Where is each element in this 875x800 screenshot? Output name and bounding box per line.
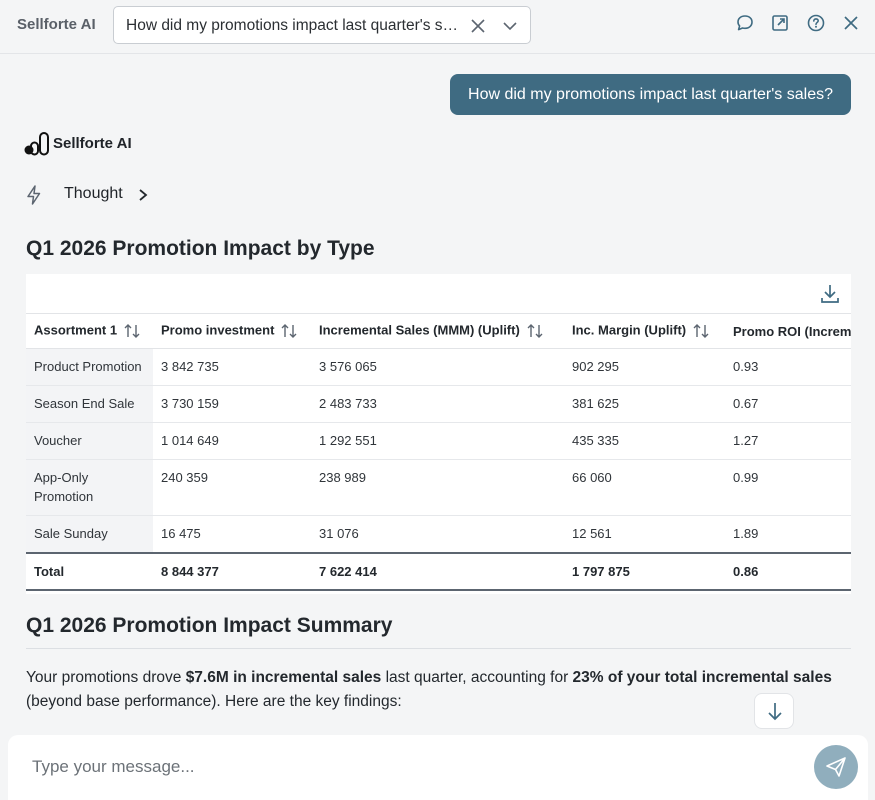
- sort-icon[interactable]: [526, 322, 544, 340]
- column-header-promo-investment[interactable]: Promo investment: [153, 313, 311, 349]
- sort-icon[interactable]: [692, 322, 710, 340]
- cell-promo-investment: 240 359: [153, 459, 311, 516]
- cell-promo-roi: 1.89: [725, 515, 851, 554]
- cell-assortment: Product Promotion: [26, 348, 153, 386]
- cell-inc-margin: 902 295: [564, 348, 725, 386]
- cell-assortment: Sale Sunday: [26, 515, 153, 554]
- table-row: Season End Sale 3 730 159 2 483 733 381 …: [26, 385, 851, 423]
- user-message-bubble: How did my promotions impact last quarte…: [450, 74, 851, 115]
- cell-inc-margin: 381 625: [564, 385, 725, 423]
- section-divider: [26, 648, 851, 649]
- top-bar: Sellforte AI How did my promotions impac…: [0, 0, 875, 54]
- ai-name: Sellforte AI: [53, 135, 132, 152]
- chevron-right-icon: [139, 189, 148, 201]
- cell-incremental-sales: 3 576 065: [311, 348, 564, 386]
- cell-incremental-sales: 238 989: [311, 459, 564, 516]
- cell-inc-margin: 12 561: [564, 515, 725, 554]
- sort-icon[interactable]: [123, 322, 141, 340]
- cell-promo-investment: 3 730 159: [153, 385, 311, 423]
- cell-promo-investment: 3 842 735: [153, 348, 311, 386]
- sort-icon[interactable]: [280, 322, 298, 340]
- conversation-select-value: How did my promotions impact last quarte…: [126, 17, 462, 34]
- message-input[interactable]: [18, 749, 798, 785]
- close-icon[interactable]: [468, 16, 488, 36]
- send-icon: [826, 757, 846, 777]
- table-section-title: Q1 2026 Promotion Impact by Type: [26, 237, 375, 260]
- total-inc-margin: 1 797 875: [564, 552, 725, 591]
- summary-paragraph: Your promotions drove $7.6M in increment…: [26, 669, 832, 710]
- cell-promo-roi: 0.99: [725, 459, 851, 516]
- lightning-icon: [27, 185, 41, 205]
- cell-inc-margin: 66 060: [564, 459, 725, 516]
- cell-assortment: Season End Sale: [26, 385, 153, 423]
- close-window-icon[interactable]: [840, 12, 862, 34]
- thought-label: Thought: [64, 185, 123, 202]
- column-header-promo-roi[interactable]: Promo ROI (Incremental: [725, 313, 851, 349]
- scroll-to-bottom-button[interactable]: [754, 693, 794, 729]
- table-header-row: Assortment 1 Promo investment Incrementa…: [26, 313, 851, 349]
- table-row: Sale Sunday 16 475 31 076 12 561 1.89: [26, 515, 851, 554]
- conversation-select[interactable]: How did my promotions impact last quarte…: [113, 6, 531, 44]
- total-promo-investment: 8 844 377: [153, 552, 311, 591]
- total-incremental-sales: 7 622 414: [311, 552, 564, 591]
- cell-incremental-sales: 1 292 551: [311, 422, 564, 460]
- promotion-impact-table: Assortment 1 Promo investment Incrementa…: [26, 313, 851, 591]
- download-icon[interactable]: [819, 282, 841, 306]
- cell-incremental-sales: 2 483 733: [311, 385, 564, 423]
- total-label: Total: [26, 552, 153, 591]
- send-button[interactable]: [814, 745, 858, 789]
- table-row: Voucher 1 014 649 1 292 551 435 335 1.27: [26, 422, 851, 460]
- expand-icon[interactable]: [769, 12, 791, 34]
- cell-promo-investment: 1 014 649: [153, 422, 311, 460]
- app-title: Sellforte AI: [17, 16, 96, 33]
- sellforte-logo-icon: [24, 132, 49, 156]
- help-icon[interactable]: [805, 12, 827, 34]
- cell-promo-investment: 16 475: [153, 515, 311, 554]
- arrow-down-icon: [768, 703, 782, 721]
- cell-inc-margin: 435 335: [564, 422, 725, 460]
- cell-promo-roi: 1.27: [725, 422, 851, 460]
- table-row: Product Promotion 3 842 735 3 576 065 90…: [26, 348, 851, 386]
- cell-promo-roi: 0.67: [725, 385, 851, 423]
- summary-section-title: Q1 2026 Promotion Impact Summary: [26, 614, 393, 637]
- message-composer: [8, 735, 868, 800]
- column-header-incremental-sales[interactable]: Incremental Sales (MMM) (Uplift): [311, 313, 564, 349]
- promotion-impact-table-card: Assortment 1 Promo investment Incrementa…: [26, 274, 851, 594]
- chevron-down-icon[interactable]: [500, 16, 520, 36]
- cell-assortment: App-Only Promotion: [26, 459, 153, 516]
- table-row: App-Only Promotion 240 359 238 989 66 06…: [26, 459, 851, 516]
- cell-assortment: Voucher: [26, 422, 153, 460]
- cell-promo-roi: 0.93: [725, 348, 851, 386]
- table-total-row: Total 8 844 377 7 622 414 1 797 875 0.86: [26, 552, 851, 591]
- chat-icon[interactable]: [734, 12, 756, 34]
- column-header-assortment[interactable]: Assortment 1: [26, 313, 153, 349]
- column-header-inc-margin[interactable]: Inc. Margin (Uplift): [564, 313, 725, 349]
- total-promo-roi: 0.86: [725, 552, 851, 591]
- cell-incremental-sales: 31 076: [311, 515, 564, 554]
